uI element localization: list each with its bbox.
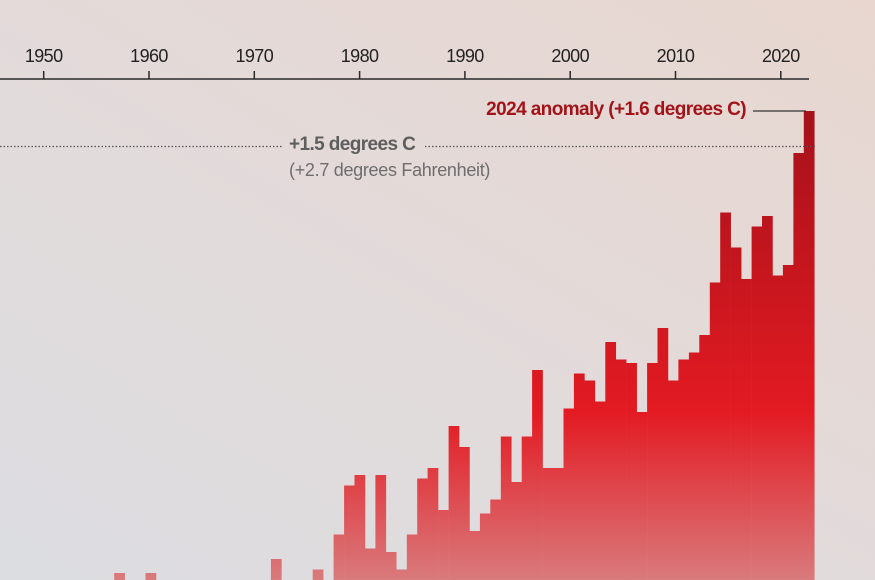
- threshold-label: +1.5 degrees C: [289, 134, 416, 155]
- bar-2021: [772, 275, 784, 580]
- bar-2008: [636, 412, 648, 580]
- bar-2003: [584, 380, 596, 580]
- bar-2013: [688, 352, 700, 580]
- tick-label-2020: 2020: [762, 46, 800, 66]
- tick-label-1950: 1950: [25, 46, 63, 66]
- bar-2017: [730, 247, 742, 580]
- bar-2012: [678, 359, 690, 580]
- bar-1989: [438, 510, 449, 580]
- tick-label-2000: 2000: [551, 46, 589, 66]
- bar-1961: [145, 573, 157, 580]
- bar-1990: [448, 426, 460, 580]
- bar-1973: [270, 559, 282, 580]
- bar-2010: [657, 328, 669, 580]
- bar-2016: [720, 212, 731, 580]
- bar-2001: [563, 408, 575, 580]
- bar-2007: [626, 363, 637, 580]
- bar-2018: [741, 279, 752, 580]
- tick-label-2010: 2010: [657, 46, 695, 66]
- bar-1991: [459, 447, 470, 580]
- bar-1985: [396, 569, 408, 580]
- bar-2009: [647, 363, 658, 580]
- bar-1999: [542, 468, 554, 580]
- bar-1987: [417, 478, 428, 580]
- tick-label-1970: 1970: [235, 46, 273, 66]
- bar-1986: [406, 534, 418, 580]
- bar-2019: [751, 226, 763, 580]
- bar-1979: [333, 534, 345, 580]
- tick-label-1990: 1990: [446, 46, 484, 66]
- bars: [114, 111, 815, 580]
- bar-2015: [709, 282, 721, 580]
- bar-2022: [782, 265, 794, 580]
- bar-1992: [469, 531, 481, 580]
- bar-1958: [114, 573, 125, 580]
- bar-2000: [553, 468, 564, 580]
- bar-1983: [375, 475, 387, 580]
- bar-1997: [521, 436, 533, 580]
- bar-2004: [594, 401, 606, 580]
- tick-label-1960: 1960: [130, 46, 168, 66]
- bar-1995: [500, 436, 512, 580]
- bar-2024: [803, 111, 815, 580]
- bar-1984: [385, 552, 397, 580]
- bar-1994: [490, 499, 502, 580]
- bar-2002: [573, 373, 585, 580]
- anomaly-2024-label: 2024 anomaly (+1.6 degrees C): [486, 99, 746, 120]
- bar-1993: [479, 513, 491, 580]
- bar-1988: [427, 468, 439, 580]
- bar-2005: [605, 342, 617, 580]
- threshold-fahrenheit-label: (+2.7 degrees Fahrenheit): [289, 160, 491, 180]
- bar-1981: [354, 475, 366, 580]
- bar-2020: [762, 216, 773, 580]
- bar-1980: [344, 485, 355, 580]
- bar-2011: [668, 380, 679, 580]
- x-axis-ticks: 1950 1960 1970 1980 1990 2000 2010 2020: [25, 46, 801, 79]
- bar-2014: [699, 335, 711, 580]
- tick-label-1980: 1980: [341, 46, 379, 66]
- bar-2006: [615, 359, 627, 580]
- bar-1977: [312, 569, 324, 580]
- bar-2023: [793, 153, 805, 580]
- bar-1982: [364, 548, 376, 580]
- bar-1996: [511, 482, 523, 580]
- bar-1998: [532, 370, 543, 580]
